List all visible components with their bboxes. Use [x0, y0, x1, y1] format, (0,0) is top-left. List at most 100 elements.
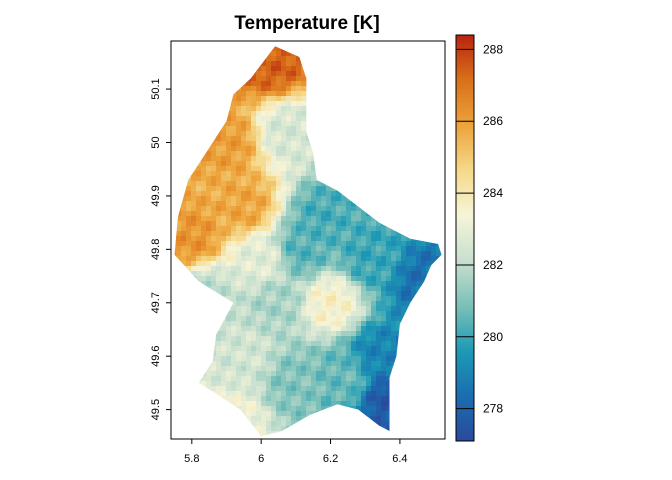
- raster-cell: [376, 276, 382, 282]
- raster-cell: [196, 341, 202, 347]
- raster-cell: [306, 101, 312, 107]
- raster-cell: [236, 186, 242, 192]
- raster-cell: [401, 76, 407, 82]
- raster-cell: [426, 271, 432, 277]
- raster-cell: [256, 101, 262, 107]
- raster-cell: [421, 91, 427, 97]
- raster-cell: [261, 161, 267, 167]
- raster-cell: [416, 191, 422, 197]
- raster-cell: [371, 176, 377, 182]
- raster-cell: [201, 126, 207, 132]
- raster-cell: [366, 246, 372, 252]
- raster-cell: [306, 51, 312, 57]
- raster-cell: [401, 41, 406, 46]
- raster-cell: [421, 271, 427, 277]
- raster-cell: [201, 96, 207, 102]
- raster-cell: [271, 271, 277, 277]
- raster-cell: [236, 76, 242, 82]
- raster-cell: [251, 361, 257, 367]
- raster-cell: [371, 431, 377, 437]
- raster-cell: [416, 401, 422, 407]
- raster-cell: [174, 156, 177, 162]
- raster-cell: [326, 351, 332, 357]
- raster-cell: [406, 331, 412, 337]
- raster-cell: [421, 421, 427, 427]
- raster-cell: [216, 306, 222, 312]
- raster-cell: [316, 206, 322, 212]
- raster-cell: [246, 71, 252, 77]
- raster-cell: [396, 266, 402, 272]
- raster-cell: [366, 136, 372, 142]
- raster-cell: [356, 41, 361, 46]
- raster-cell: [406, 431, 412, 437]
- raster-cell: [391, 256, 397, 262]
- raster-cell: [346, 126, 352, 132]
- raster-cell: [231, 406, 237, 412]
- raster-cell: [326, 181, 332, 187]
- raster-cell: [266, 91, 272, 97]
- raster-cell: [316, 321, 322, 327]
- raster-cell: [416, 211, 422, 217]
- raster-cell: [206, 256, 212, 262]
- raster-cell: [221, 291, 227, 297]
- raster-cell: [246, 171, 252, 177]
- raster-cell: [276, 61, 282, 67]
- raster-cell: [341, 396, 347, 402]
- raster-cell: [351, 246, 357, 252]
- raster-cell: [276, 361, 282, 367]
- raster-cell: [176, 121, 182, 127]
- raster-cell: [196, 186, 202, 192]
- raster-cell: [411, 301, 417, 307]
- raster-cell: [174, 266, 177, 272]
- raster-cell: [226, 321, 232, 327]
- raster-cell: [381, 356, 387, 362]
- raster-cell: [381, 186, 387, 192]
- raster-cell: [256, 66, 262, 72]
- raster-cell: [371, 321, 377, 327]
- raster-cell: [406, 231, 412, 237]
- raster-cell: [326, 221, 332, 227]
- raster-cell: [311, 361, 317, 367]
- raster-cell: [421, 321, 427, 327]
- raster-cell: [356, 181, 362, 187]
- raster-cell: [226, 226, 232, 232]
- raster-cell: [221, 241, 227, 247]
- raster-cell: [441, 76, 442, 82]
- raster-cell: [271, 396, 277, 402]
- raster-cell: [306, 311, 312, 317]
- raster-cell: [311, 216, 317, 222]
- raster-cell: [436, 66, 442, 72]
- raster-cell: [371, 356, 377, 362]
- raster-cell: [211, 86, 217, 92]
- raster-cell: [401, 426, 407, 432]
- raster-cell: [231, 201, 237, 207]
- raster-cell: [221, 111, 227, 117]
- raster-cell: [316, 336, 322, 342]
- raster-cell: [221, 216, 227, 222]
- raster-cell: [371, 341, 377, 347]
- raster-cell: [366, 226, 372, 232]
- raster-cell: [211, 346, 217, 352]
- raster-cell: [381, 116, 387, 122]
- raster-cell: [186, 206, 192, 212]
- raster-cell: [276, 231, 282, 237]
- raster-cell: [381, 366, 387, 372]
- raster-cell: [251, 411, 257, 417]
- raster-cell: [226, 411, 232, 417]
- raster-cell: [301, 401, 307, 407]
- raster-cell: [291, 151, 297, 157]
- raster-cell: [176, 71, 182, 77]
- raster-cell: [241, 216, 247, 222]
- raster-cell: [326, 211, 332, 217]
- raster-cell: [216, 296, 222, 302]
- raster-cell: [396, 86, 402, 92]
- raster-cell: [376, 256, 382, 262]
- raster-cell: [241, 431, 247, 437]
- raster-cell: [201, 111, 207, 117]
- raster-cell: [371, 361, 377, 367]
- raster-cell: [256, 106, 262, 112]
- raster-cell: [336, 401, 342, 407]
- raster-cell: [406, 386, 412, 392]
- raster-cell: [381, 56, 387, 62]
- raster-cell: [381, 146, 387, 152]
